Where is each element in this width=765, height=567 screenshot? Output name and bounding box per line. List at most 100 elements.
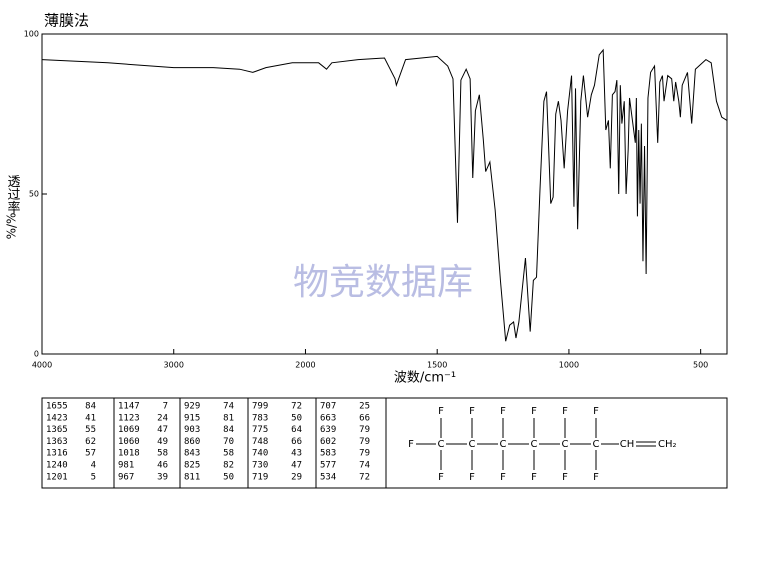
peak-wavenumber: 740 xyxy=(252,449,268,459)
peak-transmittance: 25 xyxy=(359,402,370,412)
atom: F xyxy=(469,406,475,417)
peak-wavenumber: 1069 xyxy=(118,425,140,435)
atom: CH₂ xyxy=(658,439,677,450)
peak-transmittance: 39 xyxy=(157,472,168,482)
peak-transmittance: 72 xyxy=(359,472,370,482)
peak-wavenumber: 981 xyxy=(118,461,134,471)
atom: C xyxy=(593,439,600,450)
peak-wavenumber: 719 xyxy=(252,472,268,482)
peak-transmittance: 50 xyxy=(291,413,302,423)
peak-wavenumber: 825 xyxy=(184,461,200,471)
peak-transmittance: 70 xyxy=(223,437,234,447)
x-tick-label: 4000 xyxy=(32,361,52,370)
y-tick-label: 0 xyxy=(34,350,39,359)
atom: F xyxy=(500,472,506,483)
peak-wavenumber: 1147 xyxy=(118,402,140,412)
peak-wavenumber: 775 xyxy=(252,425,268,435)
peak-wavenumber: 1655 xyxy=(46,402,68,412)
peak-transmittance: 46 xyxy=(157,461,168,471)
atom: C xyxy=(500,439,507,450)
peak-wavenumber: 1365 xyxy=(46,425,68,435)
atom: F xyxy=(408,439,414,450)
peak-transmittance: 74 xyxy=(359,461,370,471)
peak-wavenumber: 799 xyxy=(252,402,268,412)
peak-wavenumber: 860 xyxy=(184,437,200,447)
peak-wavenumber: 1363 xyxy=(46,437,68,447)
atom: F xyxy=(562,472,568,483)
atom: F xyxy=(593,406,599,417)
atom: F xyxy=(469,472,475,483)
peak-wavenumber: 534 xyxy=(320,472,336,482)
peak-transmittance: 4 xyxy=(91,461,96,471)
peak-transmittance: 64 xyxy=(291,425,302,435)
y-axis-unit: %/% xyxy=(5,213,19,240)
peak-transmittance: 50 xyxy=(223,472,234,482)
peak-wavenumber: 583 xyxy=(320,449,336,459)
peak-wavenumber: 748 xyxy=(252,437,268,447)
peak-transmittance: 79 xyxy=(359,425,370,435)
atom: C xyxy=(438,439,445,450)
peak-wavenumber: 811 xyxy=(184,472,200,482)
x-tick-label: 1500 xyxy=(427,361,447,370)
atom: CH xyxy=(620,439,635,450)
peak-transmittance: 58 xyxy=(157,449,168,459)
y-tick-label: 100 xyxy=(24,30,39,39)
atom: C xyxy=(531,439,538,450)
x-axis-label: 波数/cm⁻¹ xyxy=(394,371,456,386)
peak-wavenumber: 1123 xyxy=(118,413,140,423)
peak-transmittance: 74 xyxy=(223,402,234,412)
table-dividers xyxy=(113,398,387,488)
peak-wavenumber: 639 xyxy=(320,425,336,435)
atom: F xyxy=(562,406,568,417)
peak-wavenumber: 1201 xyxy=(46,472,68,482)
peak-transmittance: 84 xyxy=(85,402,96,412)
watermark: 物竞数据库 xyxy=(293,262,473,303)
peak-wavenumber: 1423 xyxy=(46,413,68,423)
chart-title: 薄膜法 xyxy=(44,12,89,30)
peak-wavenumber: 663 xyxy=(320,413,336,423)
peak-wavenumber: 843 xyxy=(184,449,200,459)
peak-wavenumber: 1316 xyxy=(46,449,68,459)
peak-transmittance: 57 xyxy=(85,449,96,459)
peak-transmittance: 55 xyxy=(85,425,96,435)
peak-transmittance: 66 xyxy=(359,413,370,423)
x-tick-label: 2000 xyxy=(295,361,315,370)
peak-transmittance: 49 xyxy=(157,437,168,447)
peak-wavenumber: 903 xyxy=(184,425,200,435)
peak-transmittance: 81 xyxy=(223,413,234,423)
peak-transmittance: 29 xyxy=(291,472,302,482)
atom: F xyxy=(438,472,444,483)
peak-transmittance: 5 xyxy=(91,472,96,482)
peak-transmittance: 79 xyxy=(359,449,370,459)
peak-wavenumber: 1060 xyxy=(118,437,140,447)
spectrum-line xyxy=(41,48,728,342)
peak-transmittance: 47 xyxy=(157,425,168,435)
atom: F xyxy=(438,406,444,417)
atom: F xyxy=(531,472,537,483)
peak-transmittance: 47 xyxy=(291,461,302,471)
table-frame xyxy=(41,397,728,489)
peak-wavenumber: 1018 xyxy=(118,449,140,459)
peak-transmittance: 72 xyxy=(291,402,302,412)
peak-transmittance: 24 xyxy=(157,413,168,423)
peak-transmittance: 43 xyxy=(291,449,302,459)
peak-wavenumber: 730 xyxy=(252,461,268,471)
atom: F xyxy=(531,406,537,417)
y-axis-label: 透过率 xyxy=(5,175,21,214)
peak-wavenumber: 967 xyxy=(118,472,134,482)
peak-wavenumber: 915 xyxy=(184,413,200,423)
y-tick-label: 50 xyxy=(29,190,39,199)
peak-wavenumber: 783 xyxy=(252,413,268,423)
peak-wavenumber: 707 xyxy=(320,402,336,412)
atom: F xyxy=(593,472,599,483)
atom: C xyxy=(562,439,569,450)
peak-wavenumber: 1240 xyxy=(46,461,68,471)
x-tick-label: 1000 xyxy=(559,361,579,370)
peak-transmittance: 79 xyxy=(359,437,370,447)
peak-transmittance: 7 xyxy=(163,402,168,412)
peak-wavenumber: 602 xyxy=(320,437,336,447)
atom: C xyxy=(469,439,476,450)
peak-wavenumber: 929 xyxy=(184,402,200,412)
peak-transmittance: 66 xyxy=(291,437,302,447)
